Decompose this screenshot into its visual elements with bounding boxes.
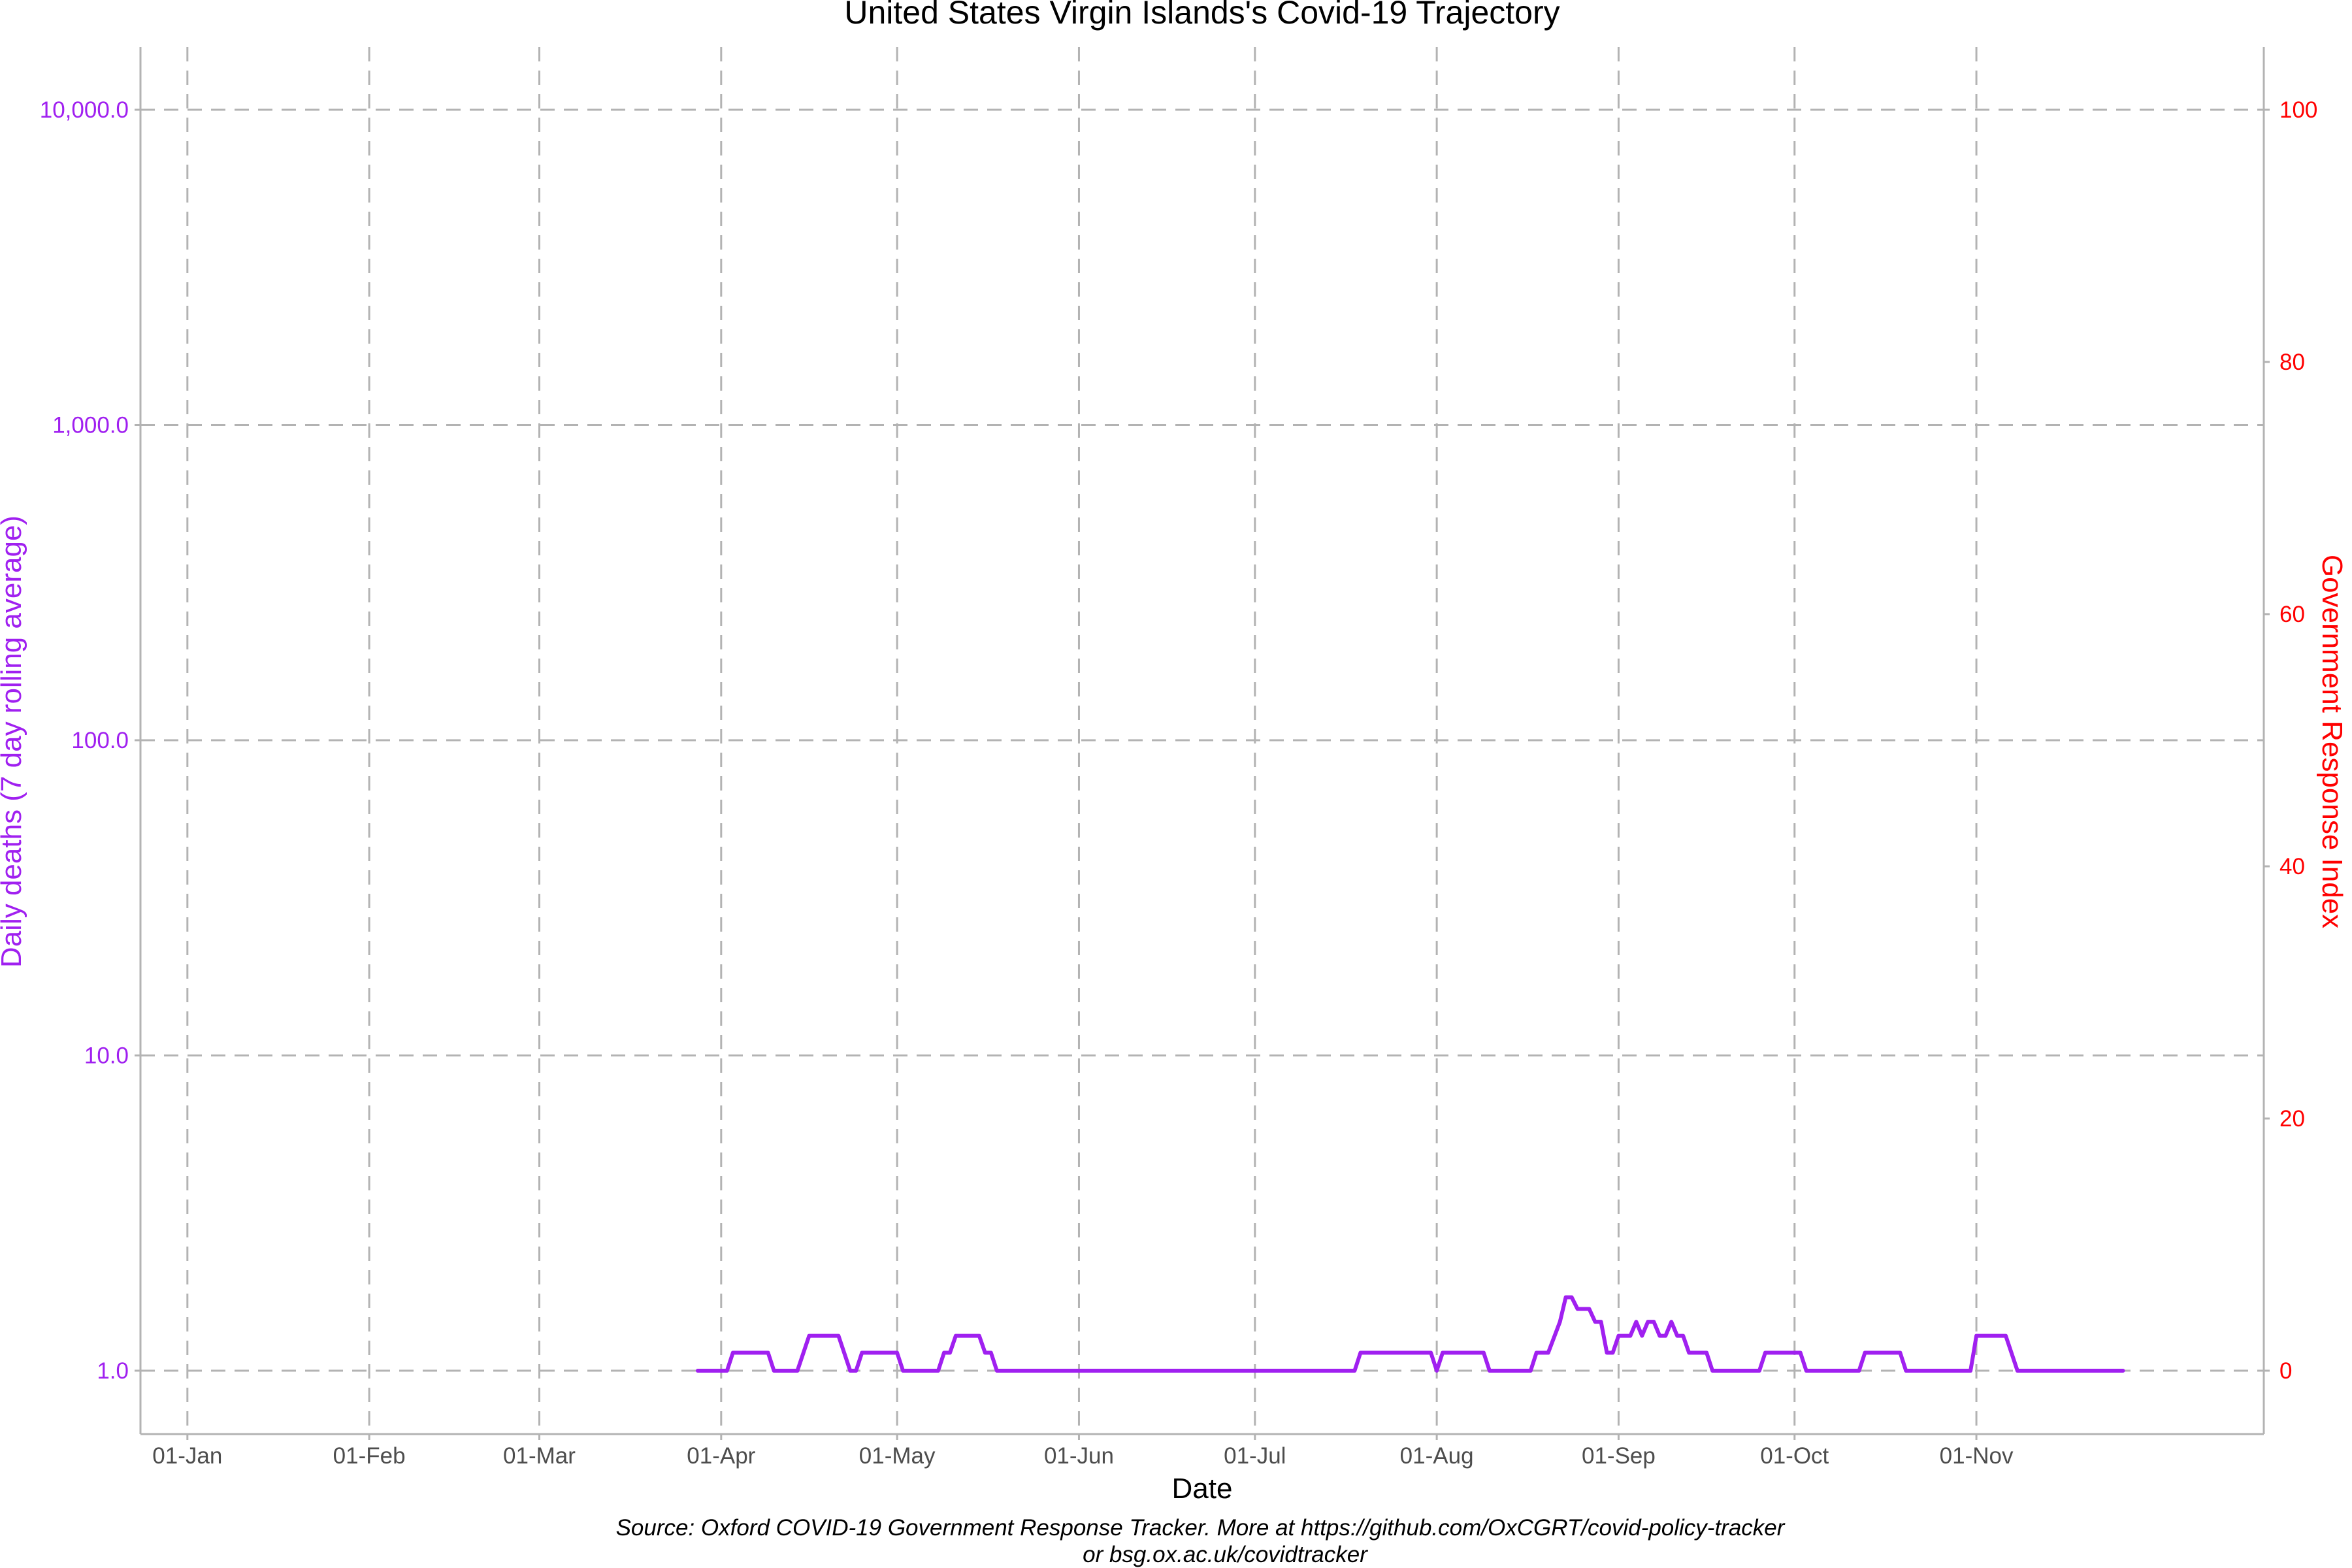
tick-marks: [135, 108, 2270, 1440]
y-tick-label: 100.0: [71, 728, 129, 753]
x-tick-label: 01-Jan: [152, 1443, 222, 1469]
source-caption-line-2: or bsg.ox.ac.uk/covidtracker: [1083, 1542, 1368, 1567]
x-tick-label: 01-Jun: [1044, 1443, 1114, 1469]
y2-tick-label: 100: [2279, 97, 2317, 123]
y-axis-title: Daily deaths (7 day rolling average): [0, 515, 27, 968]
y-tick-label: 10,000.0: [40, 97, 129, 123]
x-tick-label: 01-Sep: [1582, 1443, 1656, 1469]
x-tick-label: 01-Oct: [1760, 1443, 1829, 1469]
y-tick-label: 10.0: [84, 1043, 129, 1069]
y2-tick-label: 40: [2279, 854, 2305, 879]
y2-tick-label: 80: [2279, 350, 2305, 375]
source-caption-line-1: Source: Oxford COVID-19 Government Respo…: [616, 1515, 1786, 1541]
x-tick-label: 01-Mar: [503, 1443, 576, 1469]
y-tick-label: 1.0: [97, 1358, 129, 1384]
y2-tick-label: 20: [2279, 1106, 2305, 1132]
x-tick-label: 01-Apr: [687, 1443, 755, 1469]
grid-lines: [140, 47, 2264, 1434]
x-tick-label: 01-Jul: [1224, 1443, 1286, 1469]
x-tick-label: 01-Nov: [1940, 1443, 2014, 1469]
series-layer: [695, 1295, 2125, 1373]
chart-title: United States Virgin Islands's Covid-19 …: [844, 0, 1560, 31]
x-tick-label: 01-May: [859, 1443, 936, 1469]
y2-tick-label: 60: [2279, 602, 2305, 627]
y2-axis-title: Government Response Index: [2316, 555, 2348, 928]
daily-deaths-line: [695, 1295, 2125, 1373]
y2-tick-label: 0: [2279, 1358, 2292, 1384]
tick-labels: 1.0 10.0 100.0 1,000.0 10,000.0 0 20 40 60 80 100 0…: [40, 97, 2318, 1469]
y-tick-label: 1,000.0: [52, 413, 129, 438]
x-tick-label: 01-Feb: [333, 1443, 406, 1469]
x-axis-title: Date: [1172, 1473, 1233, 1505]
x-tick-label: 01-Aug: [1400, 1443, 1474, 1469]
